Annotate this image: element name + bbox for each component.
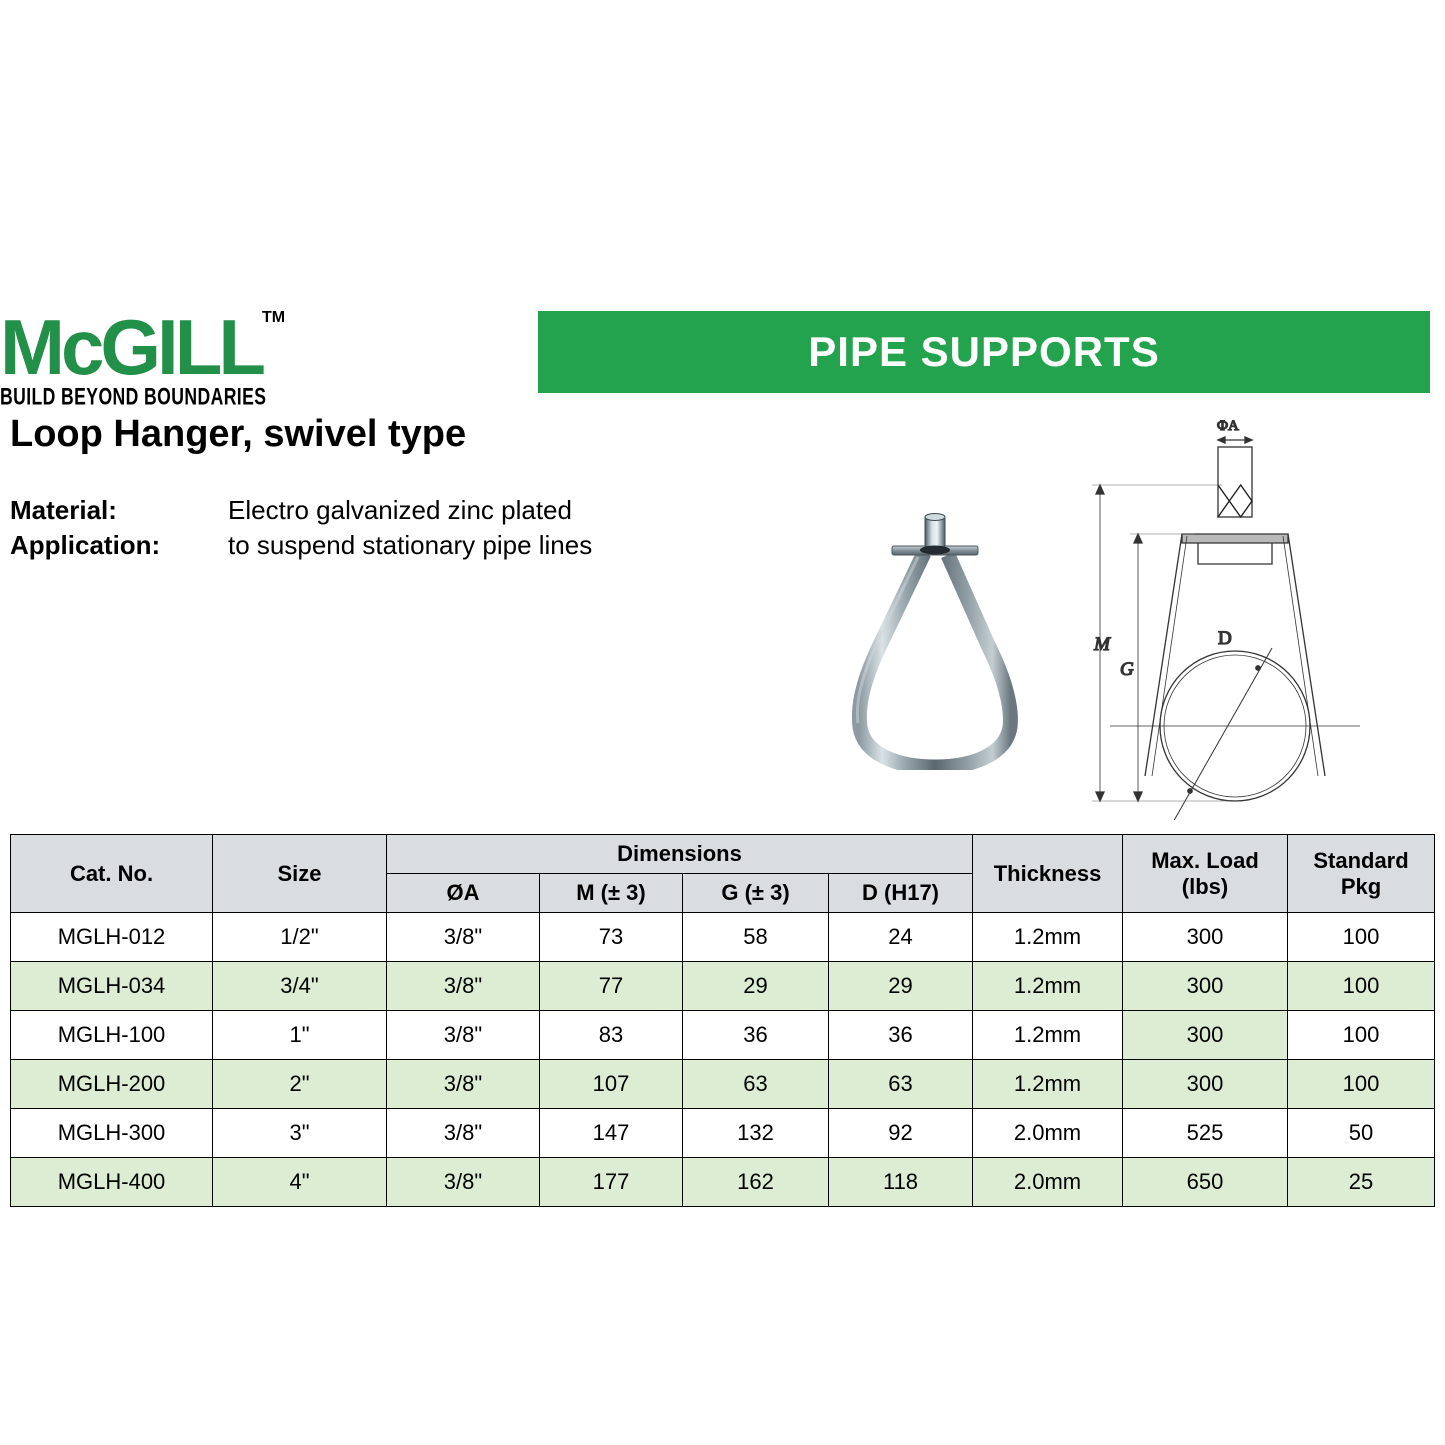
- svg-text:M: M: [1093, 634, 1111, 655]
- svg-text:ΦA: ΦA: [1217, 420, 1239, 434]
- svg-text:G: G: [1120, 659, 1134, 680]
- svg-text:D: D: [1218, 628, 1232, 649]
